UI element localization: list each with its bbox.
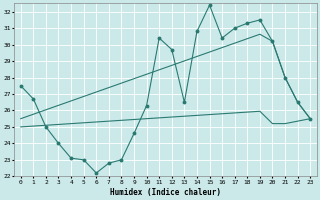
X-axis label: Humidex (Indice chaleur): Humidex (Indice chaleur)	[110, 188, 221, 197]
